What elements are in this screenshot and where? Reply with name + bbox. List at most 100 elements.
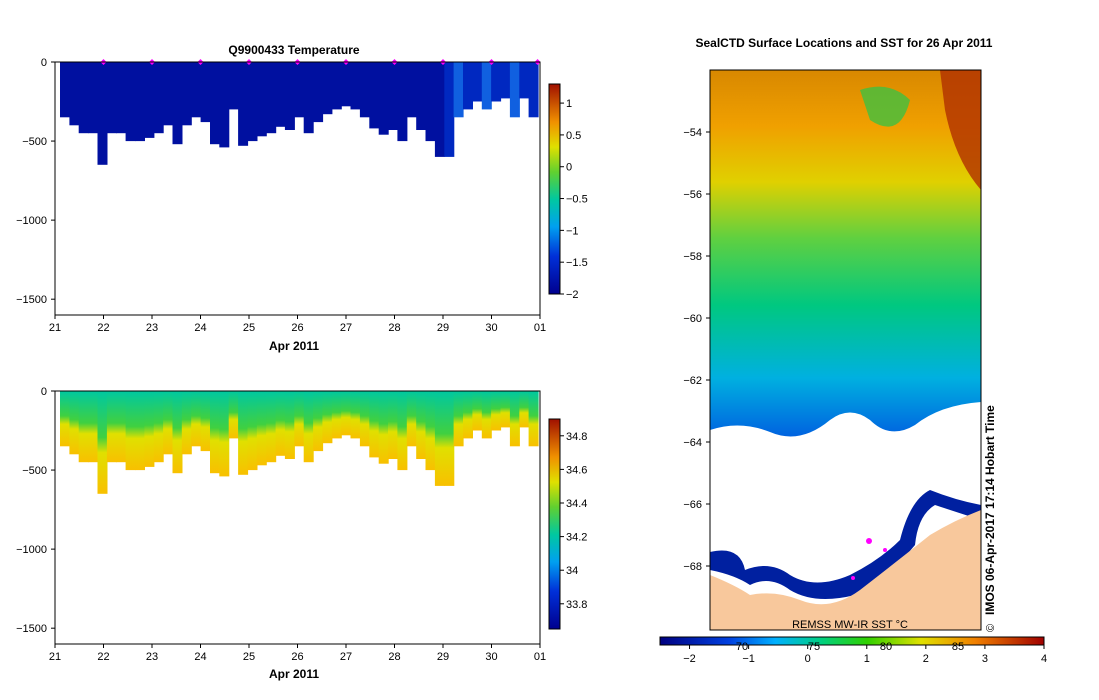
- x-tick-label: 25: [243, 322, 255, 334]
- profile-column: [200, 391, 211, 452]
- x-tick-label: 24: [194, 322, 206, 334]
- profile-column: [125, 391, 136, 471]
- y-tick-label: −500: [22, 465, 47, 477]
- salinity-colorbar-ticks: 34.8 34.6 34.4 34.2 34 33.8: [560, 431, 587, 611]
- profile-column: [313, 62, 324, 123]
- x-tick-label: 01: [534, 651, 546, 663]
- salinity-colorbar: [548, 418, 561, 630]
- lon-tick-label: 70: [736, 641, 748, 653]
- profile-column: [509, 391, 520, 447]
- x-tick-label: 23: [146, 322, 158, 334]
- colorbar-tick-label: −2: [566, 289, 579, 301]
- profile-column: [434, 62, 445, 157]
- sst-colorbar-tick-label: −2: [683, 653, 696, 665]
- sst-colorbar-tick-label: 0: [805, 653, 811, 665]
- profile-column: [388, 62, 398, 130]
- profile-column: [238, 391, 249, 475]
- profile-column: [181, 62, 192, 126]
- salinity-section-panel: 0 −500 −1000 −1500 21 22 23 24 25 26 27 28 29 30 01 A…: [16, 386, 587, 681]
- longitude-axis: 70 75 80 85: [736, 641, 964, 653]
- profile-column: [97, 391, 108, 494]
- profile-column: [416, 391, 427, 459]
- temperature-y-axis: 0 −500 −1000 −1500: [16, 57, 55, 306]
- sst-colorbar-tick-label: 2: [923, 653, 929, 665]
- profile-column: [444, 62, 455, 157]
- colorbar-tick-label: 0.5: [566, 130, 581, 142]
- profile-column: [359, 62, 370, 118]
- lon-tick-label: 75: [808, 641, 820, 653]
- profile-column: [331, 62, 342, 110]
- latitude-axis: −54 −56 −58 −60 −62 −64 −66 −68: [683, 127, 710, 573]
- credit-text: IMOS 06-Apr-2017 17:14 Hobart Time: [983, 405, 997, 615]
- profile-column: [491, 62, 502, 102]
- profile-column: [125, 62, 136, 142]
- sst-map-panel: SealCTD Surface Locations and SST for 26…: [659, 36, 1047, 665]
- seal-location-marker: [866, 538, 872, 544]
- profile-column: [135, 62, 145, 142]
- profile-column: [378, 62, 389, 135]
- y-tick-label: −500: [22, 136, 47, 148]
- colorbar-tick-label: 34.2: [566, 532, 587, 544]
- x-tick-label: 29: [437, 322, 449, 334]
- profile-column: [78, 62, 89, 134]
- y-tick-label: 0: [41, 57, 47, 69]
- profile-column: [406, 62, 417, 118]
- temperature-title: Q9900433 Temperature: [228, 43, 360, 57]
- profile-column: [425, 391, 436, 471]
- sst-colorbar-tick-label: 4: [1041, 653, 1047, 665]
- profile-column: [397, 62, 408, 142]
- sst-colorbar-label: REMSS MW-IR SST °C: [792, 619, 908, 631]
- lat-tick-label: −64: [683, 437, 702, 449]
- profile-column: [500, 391, 511, 428]
- colorbar-tick-label: 0: [566, 162, 572, 174]
- sst-colorbar-tick-label: 1: [864, 653, 870, 665]
- colorbar-tick-label: −1: [566, 225, 579, 237]
- profile-column: [284, 62, 295, 130]
- sst-colorbar-tick-label: −1: [742, 653, 755, 665]
- profile-column: [78, 391, 89, 463]
- profile-column: [397, 391, 408, 471]
- x-tick-label: 23: [146, 651, 158, 663]
- profile-column: [106, 391, 117, 463]
- profile-column: [303, 391, 314, 463]
- x-tick-label: 21: [49, 322, 61, 334]
- y-tick-label: −1000: [16, 215, 47, 227]
- profile-column: [172, 391, 183, 474]
- profile-column: [69, 391, 80, 455]
- profile-column: [481, 62, 492, 110]
- profile-column: [322, 62, 333, 115]
- profile-column: [519, 391, 530, 428]
- profile-column: [369, 391, 380, 458]
- profile-column: [210, 391, 220, 474]
- lat-tick-label: −66: [683, 499, 702, 511]
- profile-column: [191, 391, 202, 447]
- profile-column: [69, 62, 80, 126]
- sst-map-frame: [709, 69, 982, 631]
- profile-column: [472, 62, 483, 102]
- profile-column: [425, 62, 436, 142]
- y-tick-label: −1500: [16, 623, 47, 635]
- x-tick-label: 21: [49, 651, 61, 663]
- profile-column: [153, 62, 164, 134]
- profile-column: [528, 62, 539, 118]
- profile-column: [500, 62, 511, 99]
- temperature-x-label: Apr 2011: [269, 339, 319, 353]
- profile-column: [88, 62, 99, 134]
- profile-column: [266, 62, 277, 134]
- y-tick-label: −1000: [16, 544, 47, 556]
- profile-column: [266, 391, 277, 463]
- temperature-profile-columns: [60, 62, 539, 165]
- profile-column: [275, 391, 286, 456]
- colorbar-tick-label: 34.8: [566, 431, 587, 443]
- temperature-colorbar-ticks: 1 0.5 0 −0.5 −1 −1.5 −2: [560, 98, 588, 301]
- seal-location-marker: [883, 548, 887, 552]
- profile-column: [434, 391, 445, 486]
- profile-column: [350, 62, 361, 110]
- profile-column: [163, 62, 174, 126]
- seal-location-marker: [851, 576, 855, 580]
- x-tick-label: 26: [291, 651, 303, 663]
- profile-column: [275, 62, 286, 127]
- profile-column: [163, 391, 174, 455]
- colorbar-tick-label: 34.6: [566, 464, 587, 476]
- salinity-x-label: Apr 2011: [269, 667, 319, 681]
